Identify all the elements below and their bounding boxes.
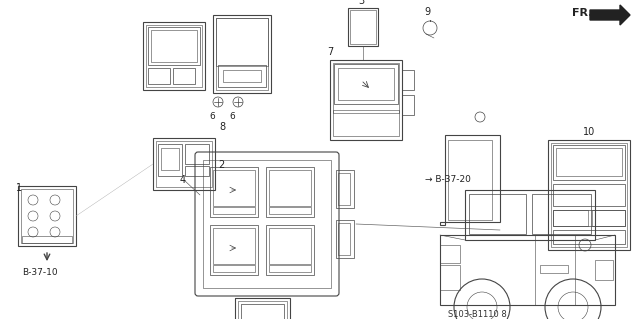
Bar [22,236,72,243]
Bar [269,170,311,206]
Bar [266,225,314,275]
Bar [330,60,402,140]
Text: 3: 3 [358,0,364,6]
Bar [153,138,215,190]
Bar [553,230,625,244]
Bar [540,265,568,273]
Bar [338,223,350,255]
Bar [161,148,179,170]
Text: B-37-10: B-37-10 [22,268,58,277]
Text: 6: 6 [229,112,235,121]
Bar [338,68,394,100]
Bar [333,110,399,136]
Bar [465,190,595,240]
Bar [151,30,197,62]
Bar [146,25,202,87]
Bar [334,64,398,104]
Bar [148,68,170,84]
Bar [235,298,290,319]
Bar [553,210,588,226]
Bar [448,140,492,220]
Text: 1: 1 [16,183,22,193]
Text: 7: 7 [327,47,333,57]
Bar [156,141,212,187]
Text: → B-37-20: → B-37-20 [425,175,471,184]
Bar [213,228,255,264]
Bar [553,210,625,226]
Bar [551,143,627,247]
Bar [532,194,591,234]
Bar [241,304,284,319]
Bar [21,189,73,243]
Bar [440,245,460,263]
Bar [402,95,414,115]
Text: 2: 2 [218,160,224,170]
Text: 10: 10 [583,127,595,137]
Text: S103-B1110 8: S103-B1110 8 [448,310,507,319]
Bar [210,167,258,217]
Bar [213,207,255,214]
Text: 8: 8 [219,122,225,132]
Bar [553,145,625,180]
Text: FR.: FR. [572,8,593,18]
Polygon shape [590,5,630,25]
Bar [440,235,615,305]
Bar [216,18,268,90]
Bar [223,70,261,82]
Bar [218,65,266,87]
Bar [350,10,376,44]
Bar [213,15,271,93]
Text: 9: 9 [424,7,430,17]
Text: 6: 6 [209,112,215,121]
Bar [173,68,195,84]
Bar [269,265,311,272]
Bar [213,170,255,206]
Bar [203,160,331,288]
Bar [148,27,200,65]
Bar [269,207,311,214]
Bar [336,220,354,258]
Bar [595,260,613,280]
Bar [238,301,287,319]
Bar [185,166,209,176]
Bar [216,18,268,66]
Bar [338,173,350,205]
Bar [158,144,182,176]
Bar [592,210,625,226]
Bar [213,265,255,272]
Bar [266,167,314,217]
Bar [336,170,354,208]
Bar [269,228,311,264]
Bar [18,186,76,246]
Bar [440,265,460,290]
Bar [210,225,258,275]
Bar [185,144,209,164]
Bar [553,184,625,206]
Text: 4: 4 [180,175,186,185]
Bar [556,148,622,176]
Bar [348,8,378,46]
Bar [548,140,630,250]
Bar [402,70,414,90]
Bar [469,194,526,234]
Bar [143,22,205,90]
Bar [333,63,399,113]
